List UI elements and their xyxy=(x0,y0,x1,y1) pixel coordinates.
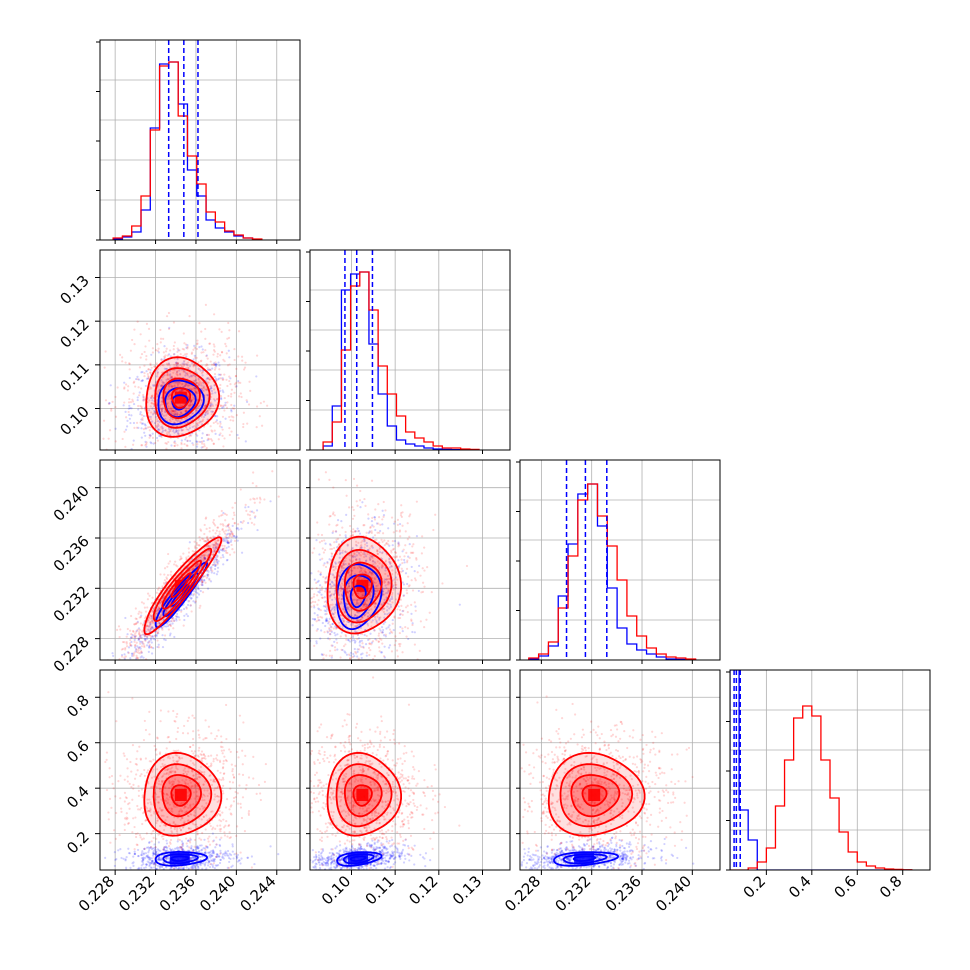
panel-frame-3-3 xyxy=(729,669,931,871)
x-tick-label-1-1: 0.11 xyxy=(362,872,398,908)
panel-frame-3-0 xyxy=(99,669,301,871)
y-tick-label-1-2: 0.12 xyxy=(56,315,92,351)
contours-red-2-1 xyxy=(326,535,402,635)
contours-red-3-0 xyxy=(143,751,223,837)
y-tick-label-2-1: 0.232 xyxy=(50,582,93,625)
y-tick-label-1-0: 0.10 xyxy=(56,403,92,439)
grid-lines-3-3 xyxy=(730,670,930,870)
histogram-panel-1 xyxy=(322,250,480,450)
x-tick-label-0-1: 0.232 xyxy=(115,872,158,915)
contours-red-3-2 xyxy=(547,751,646,837)
scatter-panel-3-1 xyxy=(310,676,461,870)
contours-red-2-0 xyxy=(143,536,223,636)
density-red-3-2 xyxy=(548,752,645,836)
histogram-panel-3 xyxy=(730,670,913,870)
scatter-blue-2-0 xyxy=(111,500,272,660)
x-tick-label-3-3: 0.8 xyxy=(876,872,906,902)
y-tick-label-2-2: 0.236 xyxy=(50,532,93,575)
panel-frame-1-1 xyxy=(309,249,511,451)
grid-lines-3-2 xyxy=(520,670,720,870)
panel-frame-2-0 xyxy=(99,459,301,661)
y-tick-label-3-3: 0.8 xyxy=(63,691,93,721)
y-tick-label-2-3: 0.240 xyxy=(50,482,93,525)
histogram-panel-0 xyxy=(112,40,263,240)
y-tick-label-3-1: 0.4 xyxy=(63,782,93,812)
scatter-blue-3-2 xyxy=(520,835,695,870)
y-tick-label-1-3: 0.13 xyxy=(56,272,92,308)
histogram-red-1 xyxy=(322,271,480,450)
histogram-blue-3 xyxy=(730,670,912,870)
grid-lines-2-2 xyxy=(520,460,720,660)
x-tick-label-3-2: 0.6 xyxy=(831,872,861,902)
scatter-panel-3-2 xyxy=(520,695,695,870)
scatter-blue-2-1 xyxy=(310,501,461,660)
x-tick-label-2-1: 0.232 xyxy=(551,872,594,915)
grid-lines-1-1 xyxy=(310,250,510,450)
x-tick-label-0-0: 0.228 xyxy=(75,872,118,915)
contours-blue-3-2 xyxy=(553,851,620,867)
x-tick-label-3-1: 0.4 xyxy=(785,872,815,902)
histogram-red-3 xyxy=(730,705,913,870)
x-tick-label-2-0: 0.228 xyxy=(501,872,544,915)
grid-lines-0-0 xyxy=(100,40,300,240)
y-tick-label-1-1: 0.11 xyxy=(56,359,92,395)
contours-red-3-1 xyxy=(326,751,402,837)
scatter-panel-1-0 xyxy=(102,303,269,450)
x-tick-label-1-3: 0.13 xyxy=(449,872,485,908)
histogram-red-2 xyxy=(528,483,697,660)
scatter-panel-3-0 xyxy=(104,691,280,870)
y-tick-label-3-0: 0.2 xyxy=(63,828,93,858)
y-tick-label-2-0: 0.228 xyxy=(50,633,93,676)
panel-frame-3-2 xyxy=(519,669,721,871)
grid-lines-2-1 xyxy=(310,460,510,660)
x-tick-label-1-0: 0.10 xyxy=(318,872,354,908)
x-tick-label-3-0: 0.2 xyxy=(740,872,770,902)
scatter-panel-2-1 xyxy=(310,471,469,660)
scatter-panel-2-0 xyxy=(106,470,280,660)
contours-blue-3-1 xyxy=(336,851,383,867)
x-tick-label-0-2: 0.236 xyxy=(156,872,199,915)
x-tick-label-1-2: 0.12 xyxy=(405,872,441,908)
panel-frame-2-1 xyxy=(309,459,511,661)
contours-blue-3-0 xyxy=(154,851,209,867)
y-tick-label-3-2: 0.6 xyxy=(63,737,93,767)
histogram-blue-1 xyxy=(322,271,479,450)
panel-frame-0-0 xyxy=(99,39,301,241)
panel-frame-3-1 xyxy=(309,669,511,871)
histogram-panel-2 xyxy=(528,460,697,660)
x-tick-label-0-3: 0.240 xyxy=(196,872,239,915)
x-tick-label-2-3: 0.240 xyxy=(652,872,695,915)
histogram-blue-2 xyxy=(528,483,697,660)
panel-frame-1-0 xyxy=(99,249,301,451)
panel-frame-2-2 xyxy=(519,459,721,661)
contours-red-1-0 xyxy=(145,356,221,438)
histogram-red-0 xyxy=(112,61,263,240)
grid-lines-3-0 xyxy=(100,670,300,870)
grid-lines-2-0 xyxy=(100,460,300,660)
grid-lines-1-0 xyxy=(100,250,300,450)
x-tick-label-2-2: 0.236 xyxy=(602,872,645,915)
x-tick-label-0-4: 0.244 xyxy=(236,872,279,915)
